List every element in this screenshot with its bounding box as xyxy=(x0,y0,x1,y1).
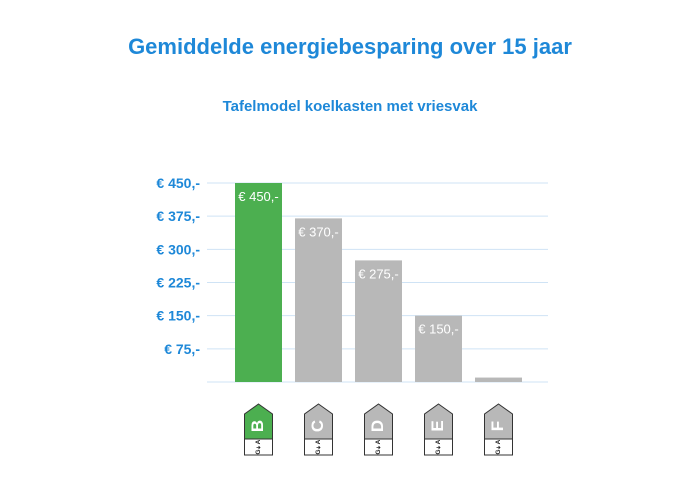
scale-label-bottom: G xyxy=(375,449,382,454)
data-label-C: € 370,- xyxy=(298,224,338,239)
energy-label-scale-box xyxy=(244,438,273,456)
scale-label-bottom: G xyxy=(255,449,262,454)
energy-label-scale-box xyxy=(304,438,333,456)
energy-label-C: C AG xyxy=(304,403,333,456)
y-tick-label: € 450,- xyxy=(156,175,200,191)
scale-arrow-icon xyxy=(256,445,261,450)
scale-label-top: A xyxy=(375,439,382,444)
scale-label-top: A xyxy=(255,439,262,444)
energy-label-E: E AG xyxy=(424,403,453,456)
energy-label-scale-box xyxy=(424,438,453,456)
scale-arrow-icon xyxy=(376,445,381,450)
bar-B xyxy=(235,183,282,382)
y-tick-label: € 375,- xyxy=(156,208,200,224)
energy-label-scale-box xyxy=(484,438,513,456)
scale-label-top: A xyxy=(315,439,322,444)
energy-label-D: D AG xyxy=(364,403,393,456)
energy-class-letter: C xyxy=(308,420,327,432)
y-tick-label: € 300,- xyxy=(156,241,200,257)
scale-arrow-icon xyxy=(496,445,501,450)
data-label-B: € 450,- xyxy=(238,189,278,204)
scale-label-bottom: G xyxy=(435,449,442,454)
chart-title: Gemiddelde energiebesparing over 15 jaar xyxy=(128,34,572,59)
energy-class-letter: B xyxy=(248,420,267,432)
y-tick-label: € 225,- xyxy=(156,275,200,291)
energy-label-F: F AG xyxy=(484,403,513,456)
energy-class-letter: E xyxy=(428,420,447,431)
y-tick-label: € 150,- xyxy=(156,308,200,324)
energy-class-letter: D xyxy=(368,420,387,432)
chart-subtitle: Tafelmodel koelkasten met vriesvak xyxy=(222,98,478,115)
energy-label-B: B AG xyxy=(244,403,273,456)
bar-C xyxy=(295,218,342,382)
bar-D xyxy=(355,260,402,382)
scale-arrow-icon xyxy=(436,445,441,450)
data-label-D: € 275,- xyxy=(358,266,398,281)
scale-label-top: A xyxy=(495,439,502,444)
scale-label-top: A xyxy=(435,439,442,444)
scale-arrow-icon xyxy=(316,445,321,450)
y-tick-label: € 75,- xyxy=(164,341,200,357)
energy-label-scale-box xyxy=(364,438,393,456)
energy-class-letter: F xyxy=(488,421,507,431)
scale-label-bottom: G xyxy=(315,449,322,454)
bar-F xyxy=(475,377,522,382)
data-label-E: € 150,- xyxy=(418,322,458,337)
scale-label-bottom: G xyxy=(495,449,502,454)
bar-E xyxy=(415,315,462,382)
